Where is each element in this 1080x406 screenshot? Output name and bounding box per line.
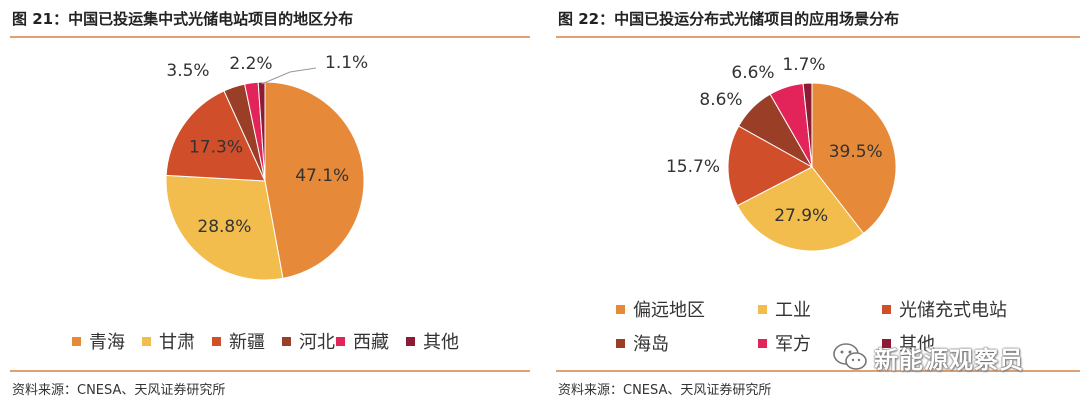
region-legend-label-5: 其他: [423, 332, 459, 353]
region-legend-label-0: 青海: [89, 332, 125, 353]
application-data-label-5: 1.7%: [782, 55, 825, 75]
application-legend-item-1: 工业: [758, 296, 811, 322]
region-legend-swatch-0: [72, 336, 81, 346]
region-legend-item-5: 其他: [406, 328, 459, 354]
application-slice-1: [736, 166, 865, 252]
watermark: 新能源观察员: [832, 337, 1052, 377]
region-slice-0: [264, 81, 365, 279]
application-data-label-4: 6.6%: [731, 63, 774, 83]
application-legend-label-5: 其他: [899, 334, 935, 355]
figure-21-panel: 图 21：中国已投运集中式光储电站项目的地区分布 47.1% 28.8% 17.3%…: [0, 0, 530, 406]
application-data-label-3: 8.6%: [699, 90, 742, 110]
figure-21-title: 图 21：中国已投运集中式光储电站项目的地区分布: [12, 10, 354, 28]
application-legend-label-0: 偏远地区: [633, 300, 705, 321]
wechat-icon: [833, 343, 867, 370]
region-legend-label-3: 河北: [299, 332, 335, 353]
application-legend-item-5: 其他: [882, 330, 935, 356]
application-legend-item-2: 光储充式电站: [882, 296, 1007, 322]
application-legend-label-1: 工业: [775, 300, 811, 321]
application-slice-0: [811, 82, 897, 235]
region-legend-swatch-3: [282, 336, 291, 346]
watermark-text: 新能源观察员: [874, 345, 1024, 374]
region-data-label-0: 47.1%: [295, 166, 349, 186]
region-legend-item-0: 青海: [72, 328, 125, 354]
application-legend-swatch-0: [616, 304, 625, 314]
application-legend-item-0: 偏远地区: [616, 296, 705, 322]
application-legend-label-3: 海岛: [633, 334, 669, 355]
application-legend-swatch-4: [758, 338, 767, 348]
application-legend-swatch-2: [882, 304, 891, 314]
application-legend-item-3: 海岛: [616, 330, 669, 356]
region-data-label-2: 17.3%: [189, 138, 243, 158]
application-legend-swatch-3: [616, 338, 625, 348]
application-legend-swatch-5: [882, 338, 891, 348]
title-divider: [556, 36, 1080, 38]
region-slice-5: [257, 81, 266, 182]
application-slice-2: [727, 125, 814, 207]
region-legend-label-2: 新疆: [229, 332, 265, 353]
region-legend-label-4: 西藏: [353, 332, 389, 353]
region-legend-item-2: 新疆: [212, 328, 265, 354]
region-data-label-5: 1.1%: [325, 53, 368, 73]
pie-chart-application: 39.5% 27.9% 15.7% 8.6% 6.6% 1.7%: [666, 55, 897, 252]
region-data-label-4: 2.2%: [229, 54, 272, 74]
region-legend-swatch-4: [336, 336, 345, 346]
application-data-label-1: 27.9%: [774, 206, 828, 226]
application-legend-item-4: 军方: [758, 330, 811, 356]
source-note: 资料来源：CNESA、天风证券研究所: [12, 383, 226, 398]
application-legend-swatch-1: [758, 304, 767, 314]
region-legend-swatch-5: [406, 336, 415, 346]
source-note: 资料来源：CNESA、天风证券研究所: [558, 383, 772, 398]
region-legend-swatch-2: [212, 336, 221, 346]
title-divider: [10, 36, 530, 38]
application-legend-label-4: 军方: [775, 334, 811, 355]
application-data-label-0: 39.5%: [829, 142, 883, 162]
region-legend-item-4: 西藏: [336, 328, 389, 354]
pie-chart-region: 47.1% 28.8% 17.3% 3.5% 2.2% 1.1%: [165, 53, 368, 281]
source-divider: [556, 370, 1080, 372]
region-leader-line-5: [261, 67, 317, 85]
figure-22-title: 图 22：中国已投运分布式光储项目的应用场景分布: [558, 10, 900, 28]
application-legend-label-2: 光储充式电站: [899, 300, 1007, 321]
figure-22-panel: 图 22：中国已投运分布式光储项目的应用场景分布 39.5% 27.9% 15.7%…: [546, 0, 1080, 406]
region-data-label-1: 28.8%: [197, 217, 251, 237]
region-legend-label-1: 甘肃: [159, 332, 195, 353]
application-data-label-2: 15.7%: [666, 157, 720, 177]
region-data-label-3: 3.5%: [166, 61, 209, 81]
region-legend-item-3: 河北: [282, 328, 335, 354]
region-legend-swatch-1: [142, 336, 151, 346]
source-divider: [10, 370, 530, 372]
application-slice-5: [802, 82, 813, 168]
region-legend-item-1: 甘肃: [142, 328, 195, 354]
region-slice-2: [165, 90, 266, 182]
region-slice-1: [165, 174, 284, 281]
